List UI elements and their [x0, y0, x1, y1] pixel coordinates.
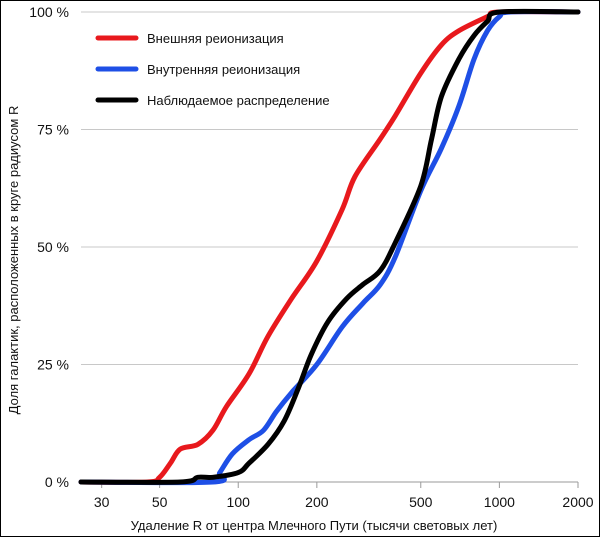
legend-label-2: Внутренняя реионизация: [147, 62, 300, 77]
x-tick-label: 1000: [484, 494, 515, 510]
series-line-3: [78, 8, 581, 485]
legend-label-3: Наблюдаемое распределение: [147, 93, 330, 108]
y-tick-label: 50 %: [37, 239, 69, 255]
series-line-1: [78, 9, 581, 485]
y-tick-label: 0 %: [45, 474, 69, 490]
y-axis-title: Доля галактик, расположенных в круге рад…: [6, 106, 21, 415]
x-axis-title: Удаление R от центра Млечного Пути (тыся…: [131, 518, 498, 533]
y-tick-label: 100 %: [29, 4, 69, 20]
x-tick-label: 500: [409, 494, 433, 510]
legend-layer: Внешняя реионизация Внутренняя реионизаци…: [95, 31, 330, 108]
legend-label-1: Внешняя реионизация: [147, 31, 284, 46]
y-tick-label: 75 %: [37, 122, 69, 138]
y-tick-label: 25 %: [37, 357, 69, 373]
grid-layer: [81, 11, 578, 483]
x-tick-label: 100: [227, 494, 251, 510]
x-tick-label: 2000: [562, 494, 593, 510]
series-line-2: [78, 9, 581, 486]
x-tick-label: 50: [152, 494, 168, 510]
x-tick-label: 200: [305, 494, 329, 510]
series-layer: [78, 8, 581, 486]
x-tick-label: 30: [94, 494, 110, 510]
axis-layer: 0 % 25 % 50 % 75 % 100 % 30 50 100 200 500 1000 200…: [29, 4, 593, 510]
